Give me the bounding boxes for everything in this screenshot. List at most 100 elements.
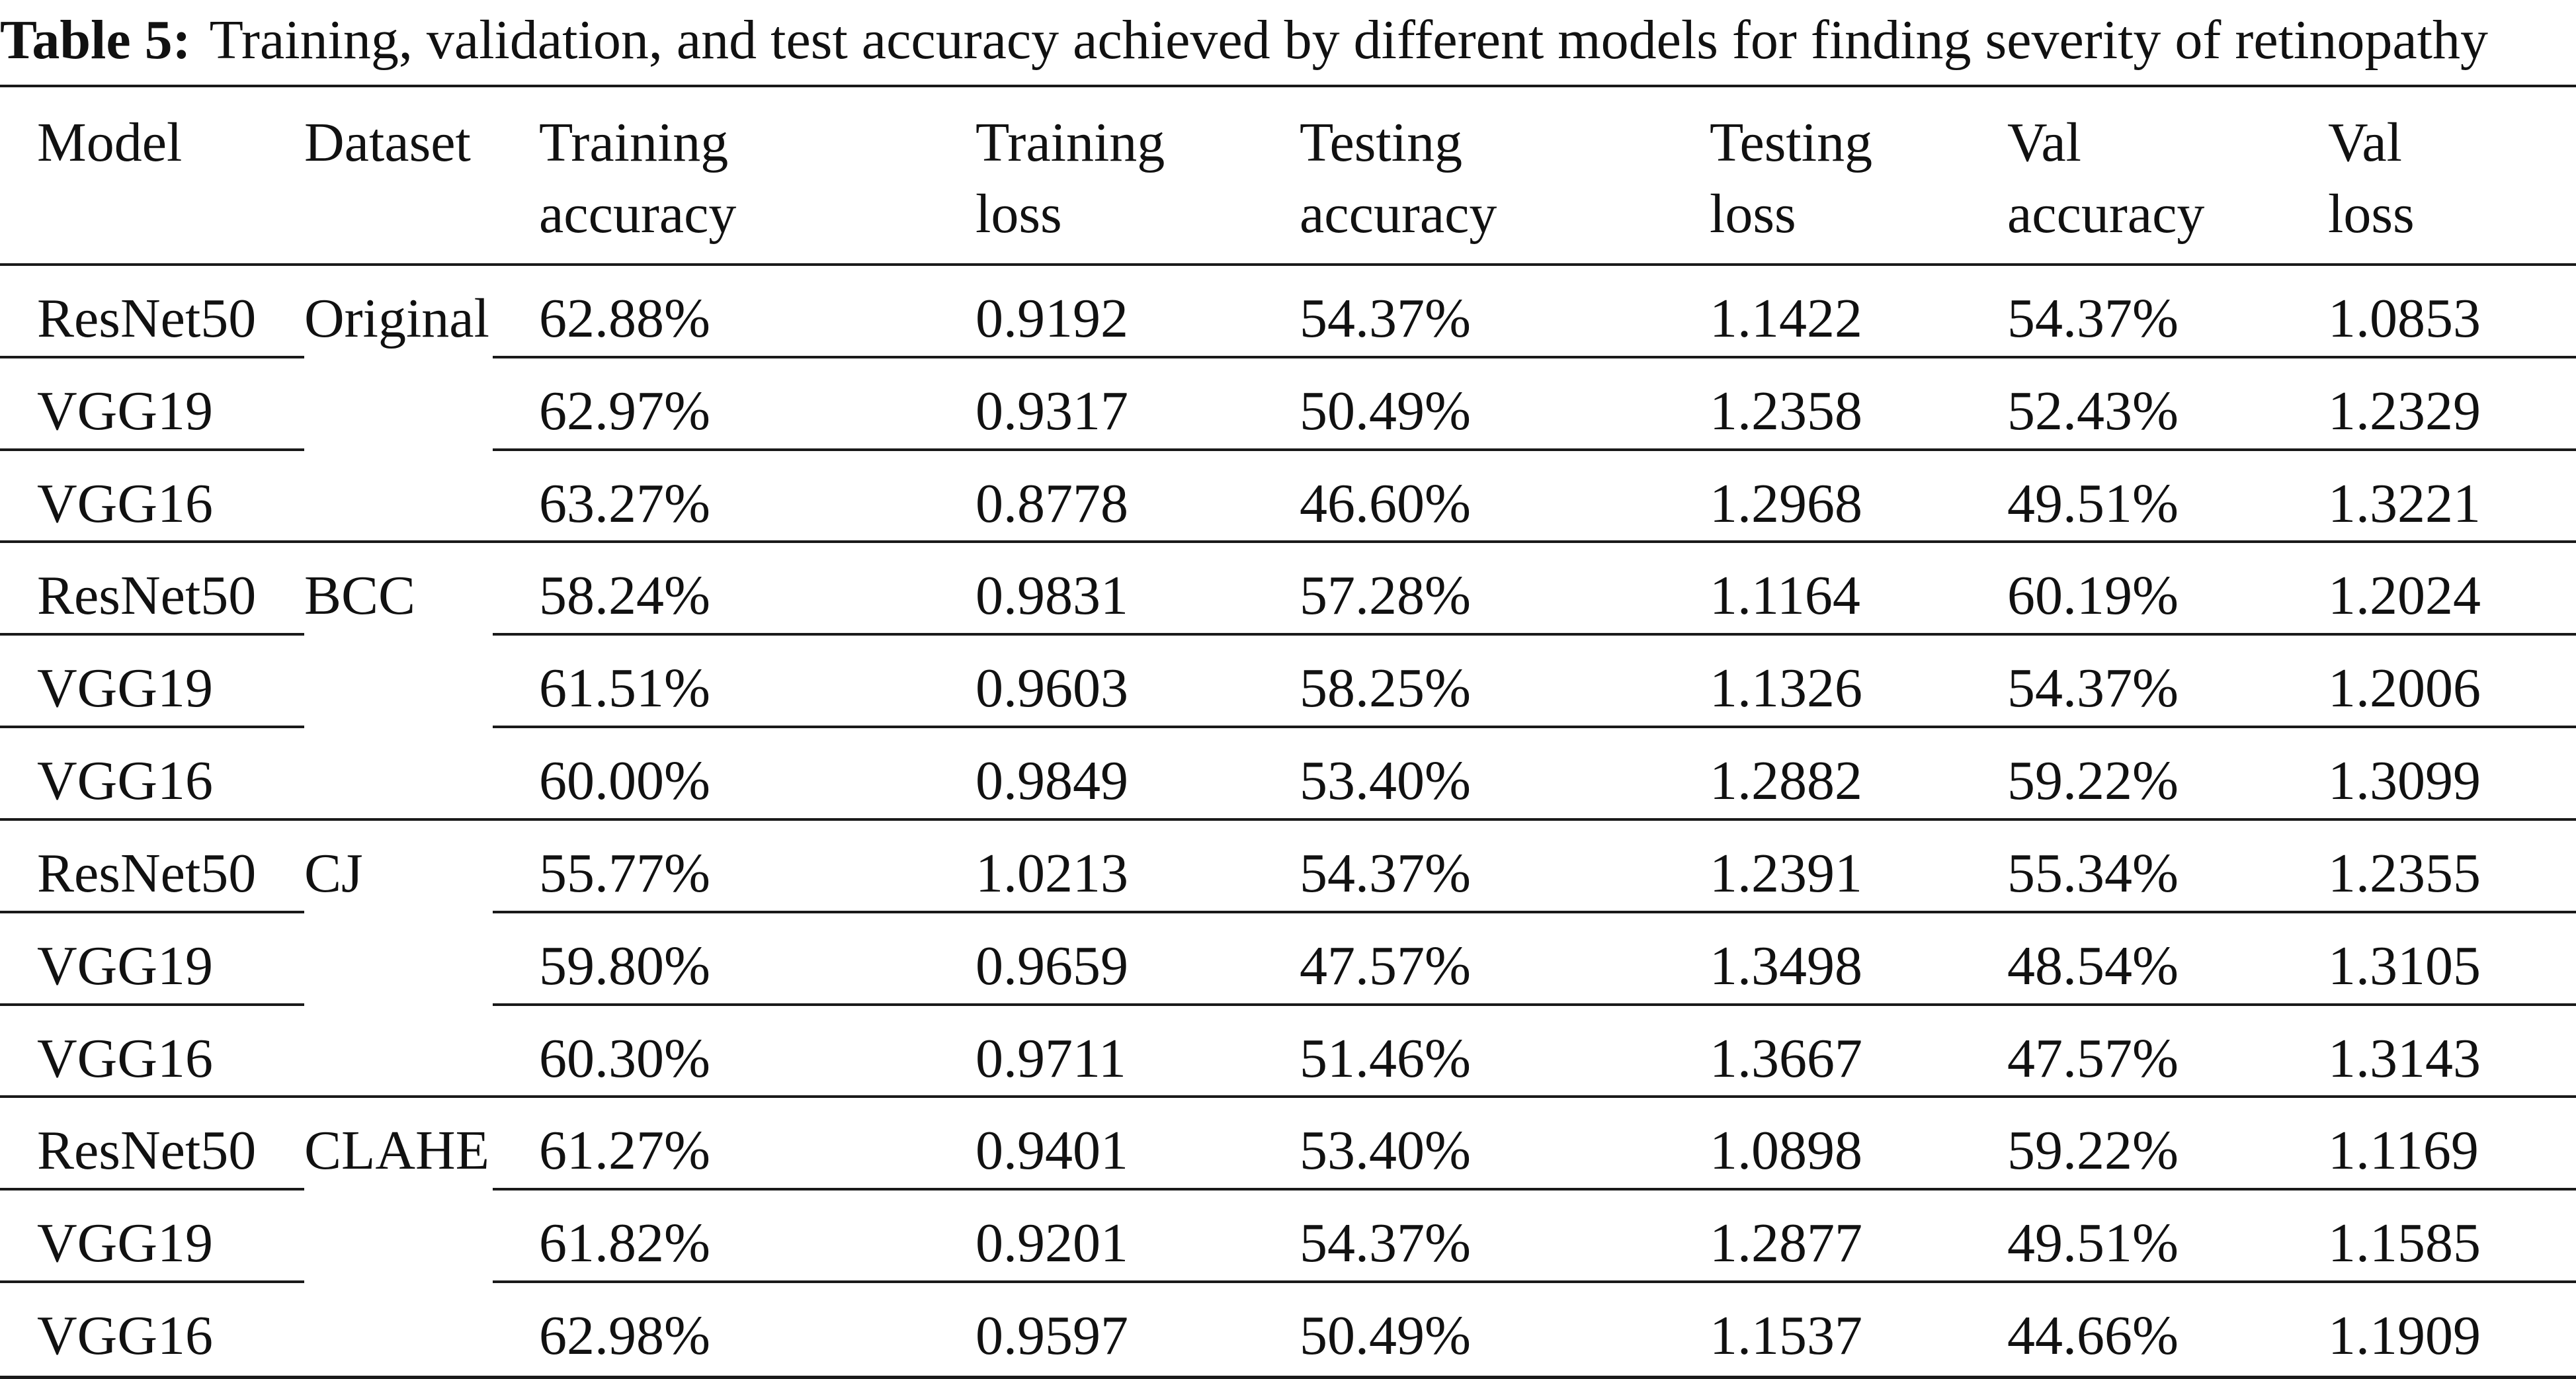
table-caption: Table 5: Training, validation, and test a… bbox=[0, 4, 2576, 77]
group-separator-line bbox=[0, 540, 2576, 544]
cell-model: VGG19 bbox=[37, 380, 213, 442]
cell-val-accuracy: 54.37% bbox=[2007, 288, 2179, 349]
header-val-loss: Val loss bbox=[2328, 112, 2415, 245]
cell-testing-accuracy: 54.37% bbox=[1300, 842, 1471, 904]
cell-model: ResNet50 bbox=[37, 565, 257, 627]
table-row: VGG16 60.00% 0.9849 53.40% 1.2882 59.22% 1.309… bbox=[0, 728, 2576, 821]
cell-val-accuracy: 52.43% bbox=[2007, 380, 2179, 442]
cell-val-accuracy: 48.54% bbox=[2007, 935, 2179, 997]
cell-val-accuracy: 59.22% bbox=[2007, 750, 2179, 812]
table-row: ResNet50 CLAHE 61.27% 0.9401 53.40% 1.0898 59.… bbox=[0, 1098, 2576, 1191]
cell-testing-loss: 1.2877 bbox=[1710, 1212, 1862, 1275]
cell-model: VGG19 bbox=[37, 657, 213, 720]
row-separator-values bbox=[493, 1280, 2576, 1284]
cell-training-loss: 0.9849 bbox=[976, 750, 1128, 812]
row-separator-values bbox=[493, 726, 2576, 729]
results-table: Model Dataset Training accuracy Training… bbox=[0, 87, 2576, 1376]
cell-training-accuracy: 62.88% bbox=[539, 288, 710, 349]
cell-testing-accuracy: 54.37% bbox=[1300, 288, 1471, 349]
row-separator-values bbox=[493, 1003, 2576, 1006]
row-separator-values bbox=[493, 355, 2576, 358]
header-training-accuracy: Training accuracy bbox=[539, 112, 737, 245]
cell-training-accuracy: 62.98% bbox=[539, 1305, 710, 1367]
cell-training-accuracy: 58.24% bbox=[539, 565, 710, 627]
row-separator-model bbox=[0, 910, 304, 913]
cell-val-loss: 1.2329 bbox=[2328, 380, 2481, 442]
cell-model: VGG19 bbox=[37, 935, 213, 997]
cell-training-loss: 0.9603 bbox=[976, 657, 1128, 720]
cell-training-loss: 0.8778 bbox=[976, 472, 1128, 534]
cell-model: VGG19 bbox=[37, 1212, 213, 1275]
cell-val-loss: 1.3143 bbox=[2328, 1027, 2481, 1089]
cell-training-loss: 0.9401 bbox=[976, 1120, 1128, 1182]
cell-val-accuracy: 49.51% bbox=[2007, 1212, 2179, 1275]
group-separator-line bbox=[0, 1095, 2576, 1099]
cell-training-loss: 0.9201 bbox=[976, 1212, 1128, 1275]
cell-training-accuracy: 59.80% bbox=[539, 935, 710, 997]
cell-dataset: CJ bbox=[304, 842, 363, 904]
cell-val-loss: 1.3099 bbox=[2328, 750, 2481, 812]
cell-testing-accuracy: 58.25% bbox=[1300, 657, 1471, 720]
cell-dataset: BCC bbox=[304, 565, 416, 627]
cell-training-loss: 1.0213 bbox=[976, 842, 1128, 904]
cell-training-accuracy: 61.27% bbox=[539, 1120, 710, 1182]
cell-testing-loss: 1.2882 bbox=[1710, 750, 1862, 812]
table-row: VGG19 62.97% 0.9317 50.49% 1.2358 52.43% 1.232… bbox=[0, 358, 2576, 451]
cell-training-accuracy: 55.77% bbox=[539, 842, 710, 904]
header-testing-accuracy: Testing accuracy bbox=[1300, 112, 1497, 245]
row-separator-model bbox=[0, 726, 304, 729]
cell-dataset: Original bbox=[304, 288, 489, 349]
table-bottom-rule bbox=[0, 1376, 2576, 1379]
header-training-loss: Training loss bbox=[976, 112, 1165, 245]
row-separator-model bbox=[0, 448, 304, 451]
cell-testing-loss: 1.1537 bbox=[1710, 1305, 1862, 1367]
cell-val-accuracy: 49.51% bbox=[2007, 472, 2179, 534]
cell-val-loss: 1.1585 bbox=[2328, 1212, 2481, 1275]
cell-testing-loss: 1.3667 bbox=[1710, 1027, 1862, 1089]
cell-training-loss: 0.9192 bbox=[976, 288, 1128, 349]
table-row: VGG16 62.98% 0.9597 50.49% 1.1537 44.66% 1.190… bbox=[0, 1283, 2576, 1376]
cell-training-loss: 0.9831 bbox=[976, 565, 1128, 627]
cell-val-loss: 1.1169 bbox=[2328, 1120, 2479, 1182]
cell-model: VGG16 bbox=[37, 750, 213, 812]
cell-testing-accuracy: 50.49% bbox=[1300, 1305, 1471, 1367]
cell-val-accuracy: 54.37% bbox=[2007, 657, 2179, 720]
cell-training-loss: 0.9317 bbox=[976, 380, 1128, 442]
cell-testing-loss: 1.2968 bbox=[1710, 472, 1862, 534]
table-row: VGG19 61.51% 0.9603 58.25% 1.1326 54.37% 1.200… bbox=[0, 636, 2576, 729]
table-row: VGG16 63.27% 0.8778 46.60% 1.2968 49.51% 1.322… bbox=[0, 451, 2576, 544]
cell-testing-loss: 1.1164 bbox=[1710, 565, 1860, 627]
cell-testing-accuracy: 53.40% bbox=[1300, 1120, 1471, 1182]
cell-model: VGG16 bbox=[37, 472, 213, 534]
table-row: ResNet50 BCC 58.24% 0.9831 57.28% 1.1164 60.19… bbox=[0, 543, 2576, 636]
cell-val-loss: 1.0853 bbox=[2328, 288, 2481, 349]
row-separator-values bbox=[493, 910, 2576, 913]
cell-training-accuracy: 62.97% bbox=[539, 380, 710, 442]
table-header-rule bbox=[0, 263, 2576, 266]
row-separator-model bbox=[0, 1280, 304, 1284]
cell-testing-loss: 1.0898 bbox=[1710, 1120, 1862, 1182]
table-row: VGG19 59.80% 0.9659 47.57% 1.3498 48.54% 1.310… bbox=[0, 913, 2576, 1006]
header-val-accuracy: Val accuracy bbox=[2007, 112, 2205, 245]
cell-testing-loss: 1.2358 bbox=[1710, 380, 1862, 442]
cell-testing-accuracy: 54.37% bbox=[1300, 1212, 1471, 1275]
cell-training-accuracy: 61.51% bbox=[539, 657, 710, 720]
cell-training-accuracy: 60.00% bbox=[539, 750, 710, 812]
cell-training-accuracy: 61.82% bbox=[539, 1212, 710, 1275]
cell-training-loss: 0.9597 bbox=[976, 1305, 1128, 1367]
cell-model: ResNet50 bbox=[37, 842, 257, 904]
header-dataset: Dataset bbox=[304, 112, 471, 173]
cell-val-loss: 1.2006 bbox=[2328, 657, 2481, 720]
cell-model: VGG16 bbox=[37, 1305, 213, 1367]
cell-val-loss: 1.1909 bbox=[2328, 1305, 2481, 1367]
cell-training-accuracy: 63.27% bbox=[539, 472, 710, 534]
cell-testing-accuracy: 50.49% bbox=[1300, 380, 1471, 442]
cell-testing-loss: 1.2391 bbox=[1710, 842, 1862, 904]
header-model: Model bbox=[37, 112, 183, 173]
table-row: ResNet50 CJ 55.77% 1.0213 54.37% 1.2391 55.34%… bbox=[0, 821, 2576, 913]
table-caption-label: Table 5: bbox=[0, 9, 191, 71]
cell-testing-accuracy: 53.40% bbox=[1300, 750, 1471, 812]
cell-val-accuracy: 44.66% bbox=[2007, 1305, 2179, 1367]
header-testing-loss: Testing loss bbox=[1710, 112, 1873, 245]
cell-testing-accuracy: 46.60% bbox=[1300, 472, 1471, 534]
